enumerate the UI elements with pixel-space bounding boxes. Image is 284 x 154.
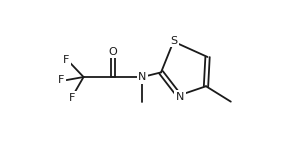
Text: O: O (108, 47, 117, 57)
Text: N: N (176, 92, 184, 102)
Text: F: F (58, 75, 64, 85)
Text: F: F (63, 55, 70, 65)
Text: F: F (69, 93, 75, 103)
Text: N: N (138, 72, 147, 82)
Text: S: S (171, 36, 178, 46)
